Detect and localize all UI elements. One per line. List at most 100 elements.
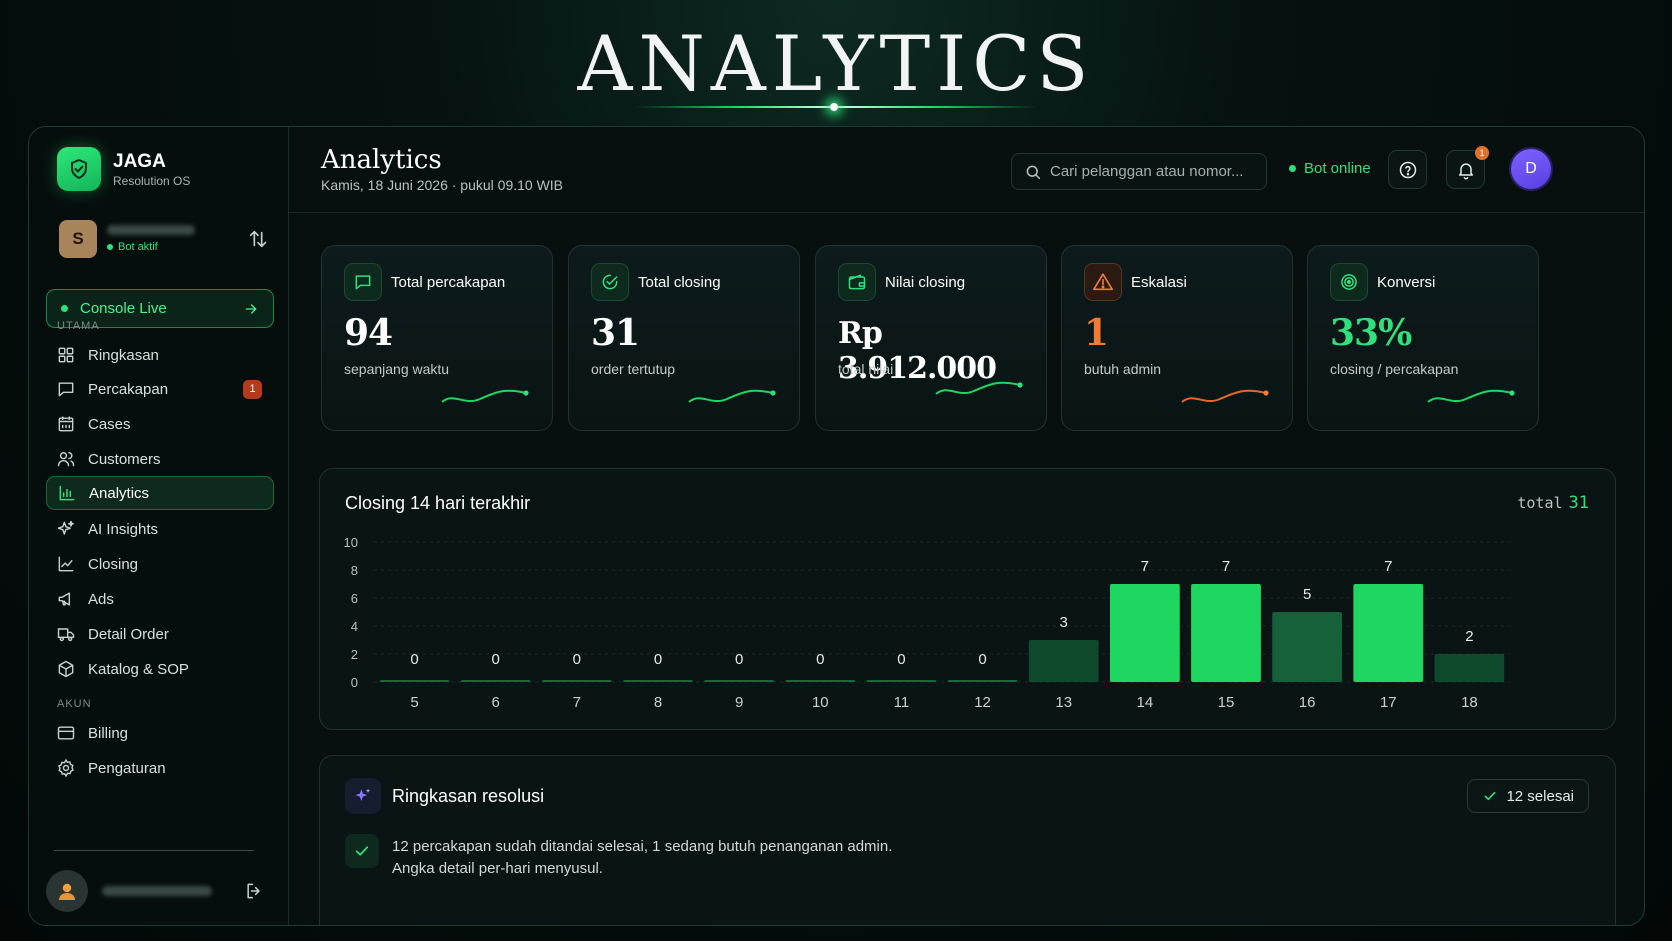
kpi-subtitle: butuh admin [1084,361,1162,377]
bar [623,680,693,682]
bar [541,680,612,682]
kpi-label: Total percakapan [391,274,506,291]
sparkline [1427,389,1515,403]
sidebar-item-analytics[interactable]: Analytics [46,476,274,510]
y-tick-label: 2 [351,647,358,662]
sidebar-item-ringkasan[interactable]: Ringkasan [46,338,274,372]
bar [1191,584,1261,682]
kpi-card-eskalasi: Eskalasi 1 butuh admin [1061,245,1293,431]
closing-bar-chart: 0 2 4 6 8 10 0 5 0 6 0 7 0 8 0 9 0 10 0 11 0 12 3 13 7 14 7 15 5 16 7 1… [344,535,1510,711]
chart-title: Closing 14 hari terakhir [345,493,531,513]
x-tick-label: 6 [492,694,500,711]
bot-status-label: Bot online [1304,160,1371,177]
app-window: JAGA Resolution OS S Bot aktif Console L… [28,126,1645,926]
kpi-value: 33% [1330,312,1412,354]
x-tick-label: 5 [410,694,418,711]
x-tick-label: 17 [1380,694,1397,711]
x-tick-label: 14 [1137,694,1154,711]
console-live-button[interactable]: Console Live [46,289,274,328]
sidebar-item-billing[interactable]: Billing [46,716,274,750]
sidebar-item-percakapan[interactable]: Percakapan 1 [46,372,274,406]
x-tick-label: 8 [654,694,662,711]
sparkline [441,389,529,403]
summary-line-2: Angka detail per-hari menyusul. [392,860,603,877]
kpi-subtitle: sepanjang waktu [344,361,450,377]
sidebar-item-katalog-sop[interactable]: Katalog & SOP [46,652,274,686]
profile-avatar[interactable]: D [1511,149,1551,189]
x-tick-label: 18 [1461,694,1478,711]
sparkline [1181,389,1269,403]
bell-icon [1458,162,1473,179]
kpi-value: Rp 3.912.000 [838,316,997,386]
sidebar-item-cases[interactable]: Cases [46,407,274,441]
bot-status: Bot online [1289,160,1371,177]
bar [785,680,856,682]
sidebar-item-label: Closing [88,555,139,573]
sparkline [935,381,1023,395]
sidebar-divider [54,850,254,851]
logout-icon[interactable] [244,881,264,901]
data-label: 7 [1141,558,1149,575]
x-tick-label: 11 [894,694,910,711]
kpi-value: 94 [344,312,393,354]
workspace-status: Bot aktif [107,241,247,253]
sidebar-item-pengaturan[interactable]: Pengaturan [46,751,274,785]
workspace-avatar: S [59,220,97,258]
sidebar-item-ai-insights[interactable]: AI Insights [46,512,274,546]
search-box[interactable] [1011,153,1267,190]
data-label: 0 [735,651,743,668]
sidebar-item-ads[interactable]: Ads [46,582,274,616]
page-date: Kamis, 18 Juni 2026 · pukul 09.10 WIB [321,177,564,193]
bar [1353,584,1424,682]
sidebar-item-customers[interactable]: Customers [46,442,274,476]
hero-title: ANALYTICS [577,19,1095,108]
sidebar-item-detail-order[interactable]: Detail Order [46,617,274,651]
workspace-switcher[interactable]: S Bot aktif [59,219,269,259]
kpi-label: Eskalasi [1131,274,1187,291]
sidebar-item-closing[interactable]: Closing [46,547,274,581]
brand[interactable]: JAGA Resolution OS [57,147,190,191]
bar [1109,584,1180,682]
closing-chart-card: Closing 14 hari terakhir total 31 0 2 4 6 8 10… [319,468,1616,730]
unread-badge: 1 [243,379,262,399]
data-label: 5 [1303,586,1311,603]
gear-icon [57,758,75,778]
chart-total: total 31 [1517,493,1589,513]
sidebar-item-label: Cases [88,415,131,433]
x-tick-label: 15 [1218,694,1235,711]
chat-icon [58,382,74,397]
notification-badge: 1 [1475,146,1489,160]
notifications-button[interactable]: 1 [1446,146,1489,189]
bar [866,680,937,682]
help-button[interactable] [1388,150,1427,189]
resolved-count-badge: 12 selesai [1467,779,1589,813]
bar [379,680,450,682]
summary-title: Ringkasan resolusi [392,786,545,806]
data-label: 0 [410,651,418,668]
main-content: Analytics Kamis, 18 Juni 2026 · pukul 09… [289,127,1644,925]
bar-chart-icon [59,485,75,501]
data-label: 0 [573,651,581,668]
brand-name: JAGA [113,150,166,172]
bar [1434,654,1505,682]
data-label: 2 [1465,628,1473,645]
help-icon [1399,161,1416,178]
bar [947,680,1018,682]
swap-vertical-icon[interactable] [247,228,269,250]
workspace-name-redacted [107,225,195,235]
search-icon [1026,165,1041,179]
warning-icon [1084,263,1122,301]
x-tick-label: 12 [974,694,991,711]
search-input[interactable] [1050,163,1260,180]
sidebar-item-label: Percakapan [88,380,169,398]
calendar-icon [58,416,74,432]
users-icon [57,452,75,467]
account-footer[interactable] [46,869,274,913]
bar [1272,612,1343,682]
hero-glow-dot [830,103,838,111]
sparkle-icon [57,520,74,535]
workspace-status-label: Bot aktif [118,241,158,253]
y-tick-label: 0 [351,675,358,690]
x-tick-label: 16 [1299,694,1316,711]
sidebar-item-label: AI Insights [88,520,159,538]
